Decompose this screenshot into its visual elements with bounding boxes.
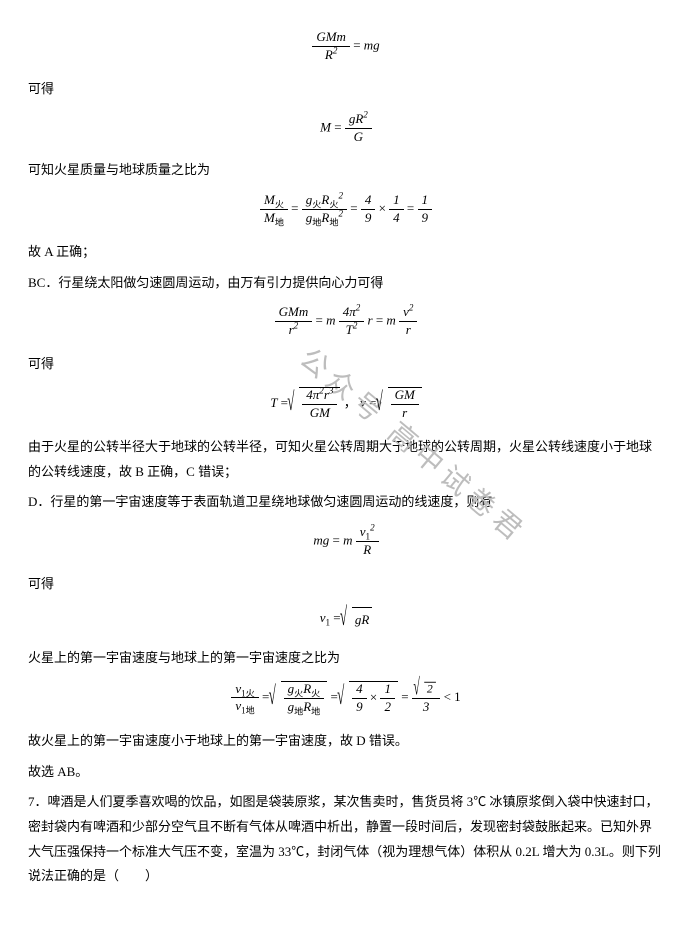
text-keDe-2: 可得 — [28, 352, 664, 377]
text-bc-conclude: 由于火星的公转半径大于地球的公转半径，可知火星公转周期大于地球的公转周期，火星公… — [28, 435, 664, 484]
eq-7: v1 = gR — [28, 606, 664, 632]
text-d-conclude: 故火星上的第一宇宙速度小于地球上的第一宇宙速度，故 D 错误。 — [28, 729, 664, 754]
eq-4: GMmr2 = m 4π2T2 r = m v2r — [28, 305, 664, 338]
text-answer: 故选 AB。 — [28, 760, 664, 785]
eq-3: M火 M地 = g火R火2 g地R地2 = 49 × 14 = 19 — [28, 193, 664, 226]
eq-5: T = 4π2r3GM ， v = GMr — [28, 387, 664, 421]
text-d: D．行星的第一宇宙速度等于表面轨道卫星绕地球做匀速圆周运动的线速度，则有 — [28, 490, 664, 515]
eq-1: GMmR2 = mg — [28, 30, 664, 63]
text-bc: BC．行星绕太阳做匀速圆周运动，由万有引力提供向心力可得 — [28, 271, 664, 296]
text-a-correct: 故 A 正确； — [28, 240, 664, 265]
eq-8: v1火 v1地 = g火R火 g地R地 = 49 × 12 = 23 < 1 — [28, 681, 664, 715]
text-mass-ratio: 可知火星质量与地球质量之比为 — [28, 158, 664, 183]
text-q7: 7．啤酒是人们夏季喜欢喝的饮品，如图是袋装原浆，某次售卖时，售货员将 3℃ 冰镇… — [28, 790, 664, 889]
text-keDe-1: 可得 — [28, 77, 664, 102]
text-v1-ratio: 火星上的第一宇宙速度与地球上的第一宇宙速度之比为 — [28, 646, 664, 671]
eq-6: mg = m v12R — [28, 525, 664, 558]
eq-2: M = gR2G — [28, 112, 664, 145]
